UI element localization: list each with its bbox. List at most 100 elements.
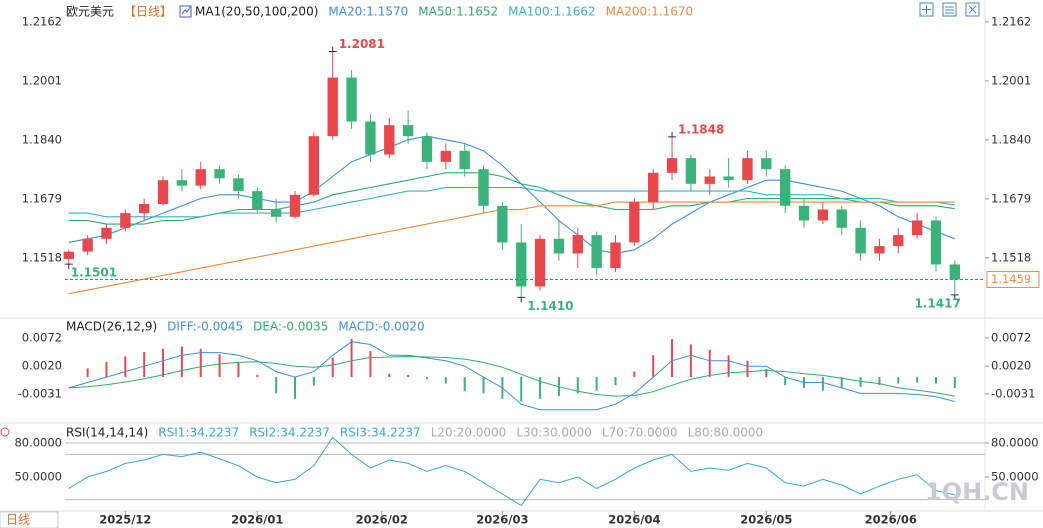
candle-body [798, 205, 810, 221]
series-line [68, 135, 955, 254]
candle-body [591, 235, 602, 269]
candle-body [138, 203, 150, 214]
legend-label: MA200:1.1670 [606, 5, 694, 19]
series-line [68, 186, 955, 218]
candle-body [648, 172, 659, 203]
legend-label: L70:70.0000 [602, 426, 678, 440]
toolbar [919, 2, 980, 17]
candle-body [497, 205, 508, 243]
tool-button[interactable] [942, 2, 957, 17]
candle-body [855, 227, 866, 254]
series-line [68, 201, 955, 295]
candle-body [534, 238, 546, 287]
series-line [68, 355, 955, 397]
candle-body [233, 178, 244, 192]
period-button[interactable] [0, 511, 59, 528]
candle-body [666, 158, 678, 173]
extreme-label: 1.1410 [527, 299, 573, 313]
period-button-label[interactable]: 日线 [6, 513, 30, 527]
candle-body [779, 169, 791, 206]
candle-body [704, 176, 715, 184]
watermark: 1QH.CN [925, 478, 1029, 506]
tool-button[interactable] [965, 2, 980, 17]
extreme-marker [517, 296, 526, 303]
candle-body [949, 264, 961, 280]
y-tick-label-left: 1.2001 [22, 73, 62, 87]
legend-label: L80:80.0000 [688, 426, 764, 440]
candle-body [440, 150, 452, 162]
x-tick-label: 2026/02 [356, 513, 408, 527]
legend-label: MA20:1.1570 [328, 5, 408, 19]
x-tick-label: 2026/04 [608, 513, 660, 527]
y-tick-label-right: 1.2162 [991, 14, 1031, 28]
settings-icon[interactable] [0, 427, 10, 437]
legend-label: MACD:-0.0020 [338, 320, 424, 334]
candle-body [478, 169, 489, 206]
extreme-label: 1.1848 [678, 122, 724, 136]
y-tick-label-left: 1.1679 [22, 191, 62, 205]
candle-body [384, 125, 395, 155]
candle-body [176, 180, 188, 186]
y-tick-label-left: 50.0000 [14, 470, 62, 484]
legend-label: 欧元美元 [66, 5, 114, 19]
last-price-label: 1.1459 [991, 272, 1031, 286]
y-tick-label-right: 80.0000 [991, 436, 1039, 450]
legend-label: MA50:1.1652 [418, 5, 498, 19]
y-tick-label-left: 0.0072 [22, 330, 62, 344]
candle-body [365, 121, 376, 155]
last-price-box [986, 270, 1040, 288]
candle-body [346, 77, 357, 122]
candle-body [553, 238, 565, 254]
y-tick-label-right: 1.1679 [991, 191, 1031, 205]
extreme-marker [64, 263, 73, 270]
tool-icon [968, 5, 977, 14]
legend-label: 【日线】 [124, 5, 172, 19]
legend-label: DIFF:-0.0045 [167, 320, 243, 334]
candle-body [289, 194, 301, 217]
candle-body [742, 158, 753, 181]
candle-body [836, 209, 847, 228]
candle-body [214, 169, 225, 179]
legend-label: RSI2:34.2237 [249, 426, 330, 440]
y-tick-label-left: 80.0000 [14, 436, 62, 450]
candle-body [930, 220, 942, 265]
legend-label: RSI3:34.2237 [340, 426, 421, 440]
y-tick-label-right: 1.1840 [991, 132, 1031, 146]
legend-label: RSI(14,14,14) [66, 426, 148, 440]
indicator-icon [179, 5, 192, 18]
candle-body [629, 202, 640, 243]
candle-body [911, 220, 923, 236]
candle-body [893, 235, 904, 247]
legend-label: MA1(20,50,100,200) [195, 5, 318, 19]
x-tick-label: 2026/01 [231, 513, 283, 527]
legend-label: L20:20.0000 [431, 426, 507, 440]
extreme-marker [668, 131, 677, 138]
candle-body [327, 77, 338, 137]
legend-label: DEA:-0.0035 [253, 320, 328, 334]
candle-body [685, 158, 697, 184]
y-tick-label-right: 0.0020 [991, 359, 1031, 373]
tool-button[interactable] [919, 2, 934, 17]
extreme-label: 1.1417 [915, 296, 961, 310]
candle-body [761, 158, 772, 170]
candle-body [459, 150, 470, 170]
tool-icon [922, 5, 931, 14]
candle-body [101, 227, 112, 239]
candle-body [120, 213, 131, 228]
candle-body [516, 242, 527, 287]
candle-body [817, 209, 829, 221]
legend-label: MA100:1.1662 [508, 5, 596, 19]
y-tick-label-left: -0.0031 [18, 386, 62, 400]
extreme-marker [950, 294, 959, 300]
candle-body [270, 209, 282, 217]
candle-body [63, 251, 74, 259]
extreme-label: 1.2081 [339, 37, 385, 51]
series-line [68, 341, 955, 411]
x-tick-label: 2026/05 [740, 513, 792, 527]
candle-body [82, 238, 93, 252]
candle-body [402, 125, 414, 137]
y-tick-label-left: 1.1518 [22, 250, 62, 264]
x-tick-label: 2026/03 [476, 513, 528, 527]
candle-body [421, 136, 433, 162]
